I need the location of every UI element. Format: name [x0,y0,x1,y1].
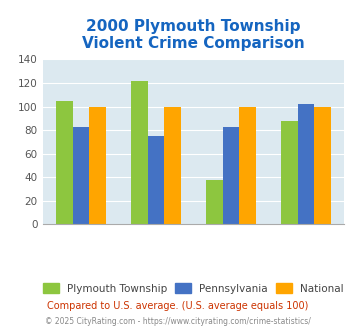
Bar [89,107,106,224]
Title: 2000 Plymouth Township
Violent Crime Comparison: 2000 Plymouth Township Violent Crime Com… [82,19,305,51]
Bar [314,107,331,224]
Bar [239,107,256,224]
Bar [164,107,181,224]
Legend: Plymouth Township, Pennsylvania, National: Plymouth Township, Pennsylvania, Nationa… [39,279,348,298]
Bar [281,121,297,224]
Bar [148,136,164,224]
Bar [223,127,239,224]
Text: Compared to U.S. average. (U.S. average equals 100): Compared to U.S. average. (U.S. average … [47,301,308,311]
Bar [297,104,314,224]
Text: © 2025 CityRating.com - https://www.cityrating.com/crime-statistics/: © 2025 CityRating.com - https://www.city… [45,317,310,326]
Bar [206,180,223,224]
Bar [131,81,148,224]
Bar [73,127,89,224]
Bar [56,101,73,224]
